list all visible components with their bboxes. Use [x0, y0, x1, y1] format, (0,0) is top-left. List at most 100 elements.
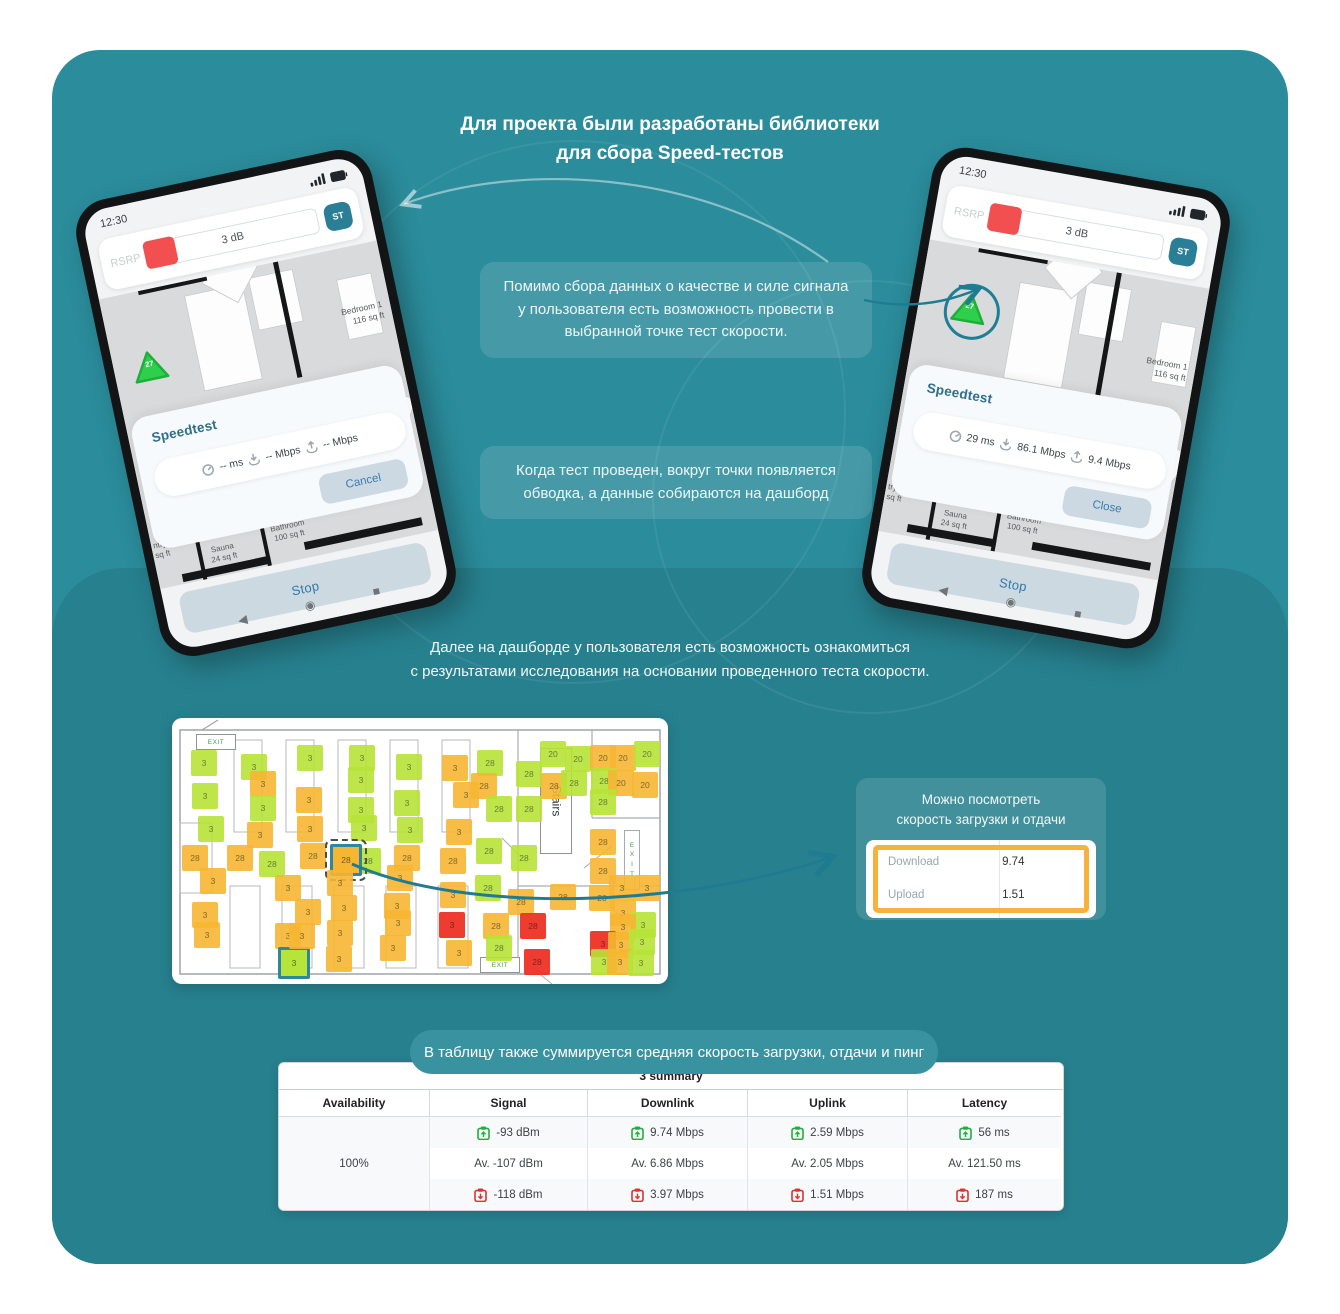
heatmap-square[interactable]: 3 [446, 940, 472, 966]
furniture-bed [183, 283, 263, 392]
heatmap-square[interactable]: 28 [259, 851, 285, 877]
heatmap-square[interactable]: 3 [192, 783, 218, 809]
floorplan-map[interactable]: Bedroom 1 116 sq ft 27 Bathroom 100 sq f… [98, 240, 439, 590]
heatmap-square[interactable]: 3 [440, 882, 466, 908]
heatmap-square[interactable]: 28 [511, 845, 537, 871]
title-line-2: для сбора Speed-тестов [556, 143, 784, 165]
heatmap-square[interactable]: 28 [508, 889, 534, 915]
ping-value: -- ms [218, 456, 245, 473]
uplink-average: Av. 2.05 Mbps [747, 1148, 907, 1179]
home-button[interactable]: ◉ [303, 597, 317, 614]
heatmap-square[interactable]: 28 [516, 796, 542, 822]
heatmap-square[interactable]: 3 [387, 865, 413, 891]
heatmap-square[interactable]: 3 [396, 754, 422, 780]
heatmap-square[interactable]: 3 [200, 868, 226, 894]
heatmap-square[interactable]: 28 [550, 884, 576, 910]
speedtest-st-button[interactable]: ST [1167, 235, 1199, 268]
rsrp-db-value: 3 dB [220, 230, 246, 247]
heatmap-square[interactable]: 3 [289, 923, 315, 949]
heatmap-square[interactable]: 28 [477, 750, 503, 776]
heatmap-square[interactable]: 3 [191, 750, 217, 776]
heatmap-square[interactable]: 28 [475, 875, 501, 901]
signal-point-marker[interactable]: 27 [129, 347, 171, 386]
heatmap-square[interactable]: 3 [442, 755, 468, 781]
heatmap-square[interactable]: 3 [194, 922, 220, 948]
speedtest-results: -- ms -- Mbps -- Mbps [150, 409, 410, 500]
heatmap-square[interactable]: 3 [439, 912, 465, 938]
heatmap-square[interactable]: 20 [610, 745, 636, 771]
heatmap-square[interactable]: 28 [227, 845, 253, 871]
heatmap-square[interactable]: 3 [609, 875, 635, 901]
availability-value: 100% [279, 1117, 429, 1210]
heatmap-square[interactable]: 3 [453, 782, 479, 808]
heatmap-square[interactable]: 3 [628, 950, 654, 976]
close-button[interactable]: Close [1061, 484, 1153, 530]
speed-values-card: Можно посмотреть скорость загрузки и отд… [856, 778, 1106, 920]
latency-average: Av. 121.50 ms [907, 1148, 1061, 1179]
heatmap-square[interactable]: 28 [561, 770, 587, 796]
heatmap-square[interactable]: 3 [297, 816, 323, 842]
clipboard-up-icon [631, 1126, 644, 1140]
heatmap-square[interactable]: 28 [590, 829, 616, 855]
heatmap-square[interactable]: 3 [397, 817, 423, 843]
floorplan-map[interactable]: Bedroom 1 116 sq ft 27 Bathroom 100 sq f… [878, 239, 1210, 581]
speed-card-title: Можно посмотреть скорость загрузки и отд… [896, 792, 1066, 828]
heatmap-square[interactable]: 3 [380, 935, 406, 961]
speedtest-panel: Speedtest -- ms -- Mbps -- Mbps Cancel [128, 362, 427, 552]
heatmap-square[interactable]: 3 [394, 790, 420, 816]
rsrp-db-value: 3 dB [1064, 224, 1090, 241]
heatmap-square[interactable]: 28 [516, 761, 542, 787]
heatmap-square[interactable]: 20 [540, 741, 566, 767]
heatmap-square[interactable]: 3 [297, 745, 323, 771]
heatmap-square[interactable]: 3 [247, 822, 273, 848]
speedtest-panel: Speedtest 29 ms 86.1 Mbps 9.4 Mbps Close [888, 362, 1184, 543]
heatmap-square[interactable]: 28 [476, 838, 502, 864]
heatmap-square[interactable]: 20 [565, 746, 591, 772]
heatmap-square[interactable]: 3 [296, 787, 322, 813]
heatmap-square[interactable]: 3 [278, 947, 310, 979]
heatmap-square[interactable]: 20 [634, 741, 660, 767]
upload-row: Upload 1.51 [888, 889, 1025, 901]
heatmap-square[interactable]: 3 [250, 771, 276, 797]
heatmap-square[interactable]: 3 [634, 875, 660, 901]
teal-background: Для проекта были разработаны библиотеки … [52, 50, 1288, 1264]
heatmap-square[interactable]: 3 [349, 745, 375, 771]
heatmap-square[interactable]: 3 [348, 767, 374, 793]
signal-point-marker[interactable]: 27 [949, 289, 990, 327]
heatmap-square[interactable]: 3 [326, 946, 352, 972]
clipboard-up-icon [959, 1126, 973, 1140]
callout-outline: Когда тест проведен, вокруг точки появля… [480, 446, 872, 519]
downlink-best: 9.74 Mbps [587, 1117, 747, 1148]
back-button[interactable]: ◀ [236, 611, 249, 628]
heatmap-square[interactable]: 28 [590, 789, 616, 815]
heatmap-square[interactable]: 3 [295, 899, 321, 925]
heatmap-square[interactable]: 28 [486, 796, 512, 822]
heatmap-square[interactable]: 28 [524, 949, 550, 975]
heatmap-square[interactable]: 20 [632, 772, 658, 798]
home-button[interactable]: ◉ [1004, 594, 1018, 610]
heatmap-square[interactable]: 28 [486, 935, 512, 961]
heatmap-square[interactable]: 28 [440, 848, 466, 874]
heatmap-square[interactable]: 28 [182, 845, 208, 871]
heatmap-square[interactable]: 3 [275, 875, 301, 901]
cancel-button[interactable]: Cancel [317, 457, 410, 506]
heatmap-square[interactable]: 28 [300, 843, 326, 869]
heatmap-square[interactable]: 3 [385, 910, 411, 936]
heatmap-square[interactable]: 3 [327, 920, 353, 946]
heatmap-square[interactable]: 28 [483, 913, 509, 939]
recents-button[interactable]: ■ [371, 583, 382, 599]
heatmap-square[interactable]: 28 [520, 913, 546, 939]
heatmap-square[interactable]: 3 [198, 816, 224, 842]
gauge-icon [949, 430, 961, 442]
phone-screen: 12:30 RSRP 3 dB ST [867, 152, 1225, 644]
heatmap-square[interactable]: 3 [331, 895, 357, 921]
speedtest-st-button[interactable]: ST [322, 199, 355, 232]
battery-icon [1189, 208, 1208, 220]
heatmap-square[interactable]: 3 [351, 815, 377, 841]
back-button[interactable]: ◀ [937, 582, 949, 598]
heatmap-square[interactable]: 3 [446, 819, 472, 845]
recents-button[interactable]: ■ [1073, 606, 1083, 622]
heatmap-square[interactable]: 3 [327, 870, 353, 896]
signal-average: Av. -107 dBm [429, 1148, 587, 1179]
heatmap-square[interactable]: 3 [250, 795, 276, 821]
